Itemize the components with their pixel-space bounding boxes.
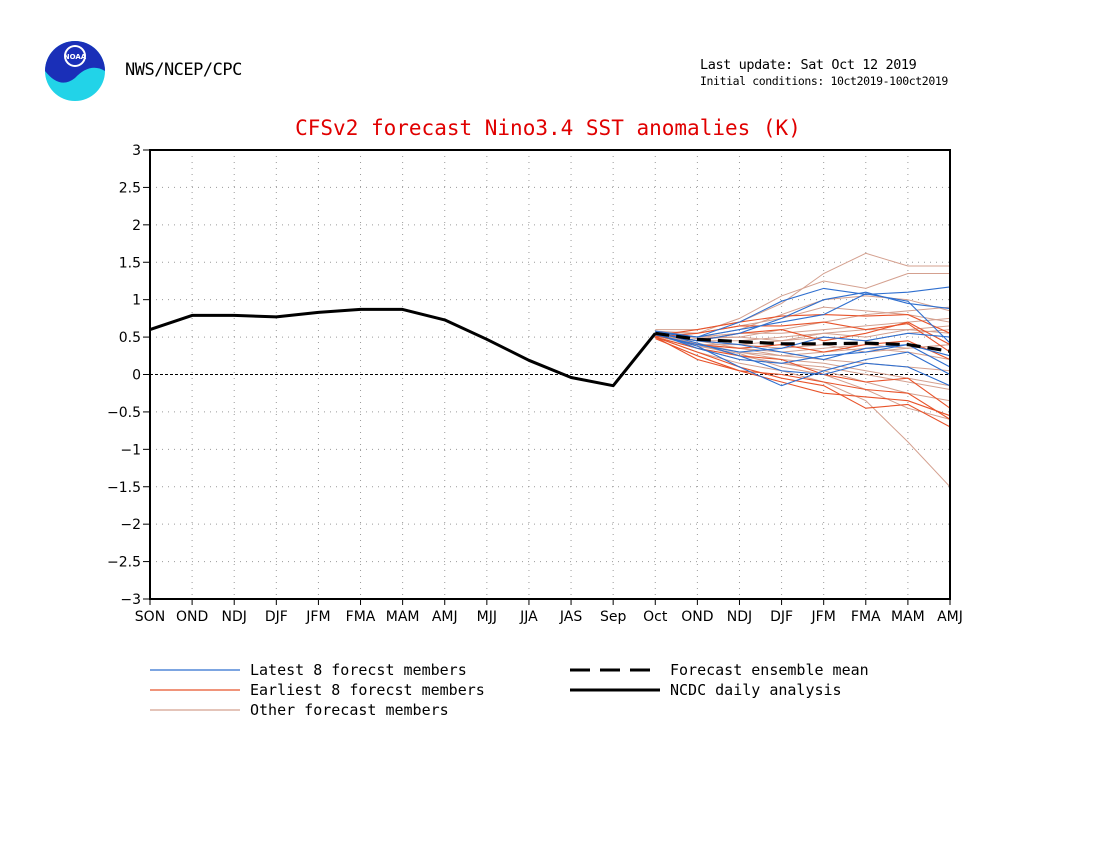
- x-tick-label: NDJ: [727, 609, 752, 625]
- other-member-line: [655, 336, 951, 488]
- legend-label-other: Other forecast members: [250, 701, 449, 719]
- y-tick-label: −0.5: [107, 405, 141, 421]
- x-tick-label: JAS: [559, 609, 582, 625]
- other-member-line: [655, 273, 950, 334]
- latest-member-line: [655, 333, 951, 387]
- y-axis: 3 2.5 2 1.5 1 0.5 0 −0.5 −1 −1.5 −2 −2.5 −3: [107, 143, 150, 608]
- x-tick-label: MAM: [891, 609, 925, 625]
- other-member-line: [655, 332, 951, 353]
- latest-member-line: [655, 286, 951, 338]
- x-tick-label: JJA: [519, 609, 538, 625]
- legend-label-analysis: NCDC daily analysis: [670, 681, 842, 699]
- y-tick-label: 1.5: [119, 255, 141, 271]
- x-tick-label: MAM: [386, 609, 420, 625]
- x-tick-label: Sep: [600, 609, 627, 625]
- y-tick-label: −1: [120, 442, 141, 458]
- other-member-line: [655, 334, 951, 387]
- other-member-line: [655, 306, 951, 338]
- chart-title: CFSv2 forecast Nino3.4 SST anomalies (K): [295, 116, 801, 140]
- y-tick-label: 3: [132, 143, 141, 159]
- legend: Latest 8 forecst members Earliest 8 forec…: [150, 661, 869, 719]
- main-lines: [149, 307, 951, 388]
- x-tick-label: SON: [135, 609, 165, 625]
- legend-label-earliest: Earliest 8 forecst members: [250, 681, 485, 699]
- y-tick-label: −2: [120, 517, 141, 533]
- y-tick-label: −3: [120, 592, 141, 608]
- x-tick-label: Oct: [643, 609, 668, 625]
- earliest-member-line: [655, 314, 951, 337]
- earliest-member-line: [655, 336, 951, 428]
- other-member-line: [655, 295, 951, 338]
- x-tick-label: AMJ: [432, 609, 458, 625]
- initial-conditions-text: Initial conditions: 10ct2019-100ct2019: [700, 74, 948, 88]
- y-tick-label: −2.5: [107, 555, 141, 571]
- y-tick-label: 2: [132, 218, 141, 234]
- analysis-line: [149, 307, 657, 388]
- x-tick-label: MJJ: [477, 609, 497, 625]
- earliest-member-line: [655, 321, 951, 353]
- earliest-member-line: [655, 338, 951, 417]
- other-member-line: [655, 317, 951, 338]
- y-tick-label: 1: [132, 293, 141, 309]
- x-tick-label: AMJ: [937, 609, 963, 625]
- x-tick-label: DJF: [770, 609, 793, 625]
- x-tick-label: NDJ: [222, 609, 247, 625]
- x-tick-label: OND: [176, 609, 208, 625]
- x-tick-label: OND: [681, 609, 713, 625]
- y-tick-label: 0: [132, 368, 141, 384]
- logo-text: NOAA: [64, 53, 87, 61]
- forecast-members: [655, 252, 951, 488]
- x-tick-label: DJF: [265, 609, 288, 625]
- noaa-logo: NOAA: [45, 41, 105, 101]
- last-update-text: Last update: Sat Oct 12 2019: [700, 57, 917, 73]
- legend-label-latest: Latest 8 forecst members: [250, 661, 467, 679]
- x-axis: SON OND NDJ DJF JFM FMA MAM AMJ MJJ JJA JAS Sep Oct O…: [135, 599, 963, 625]
- y-tick-label: 0.5: [119, 330, 141, 346]
- latest-member-line: [655, 332, 951, 361]
- ensemble-mean-line: [655, 331, 951, 353]
- y-tick-label: 2.5: [119, 180, 141, 196]
- x-tick-label: JFM: [305, 609, 330, 625]
- org-label: NWS/NCEP/CPC: [125, 60, 242, 80]
- latest-member-line: [655, 331, 951, 387]
- x-tick-label: FMA: [851, 609, 881, 625]
- legend-label-mean: Forecast ensemble mean: [670, 661, 869, 679]
- x-tick-label: JFM: [811, 609, 836, 625]
- x-tick-label: FMA: [346, 609, 376, 625]
- y-tick-label: −1.5: [107, 480, 141, 496]
- plot-grid: [150, 150, 950, 599]
- latest-member-line: [655, 293, 951, 344]
